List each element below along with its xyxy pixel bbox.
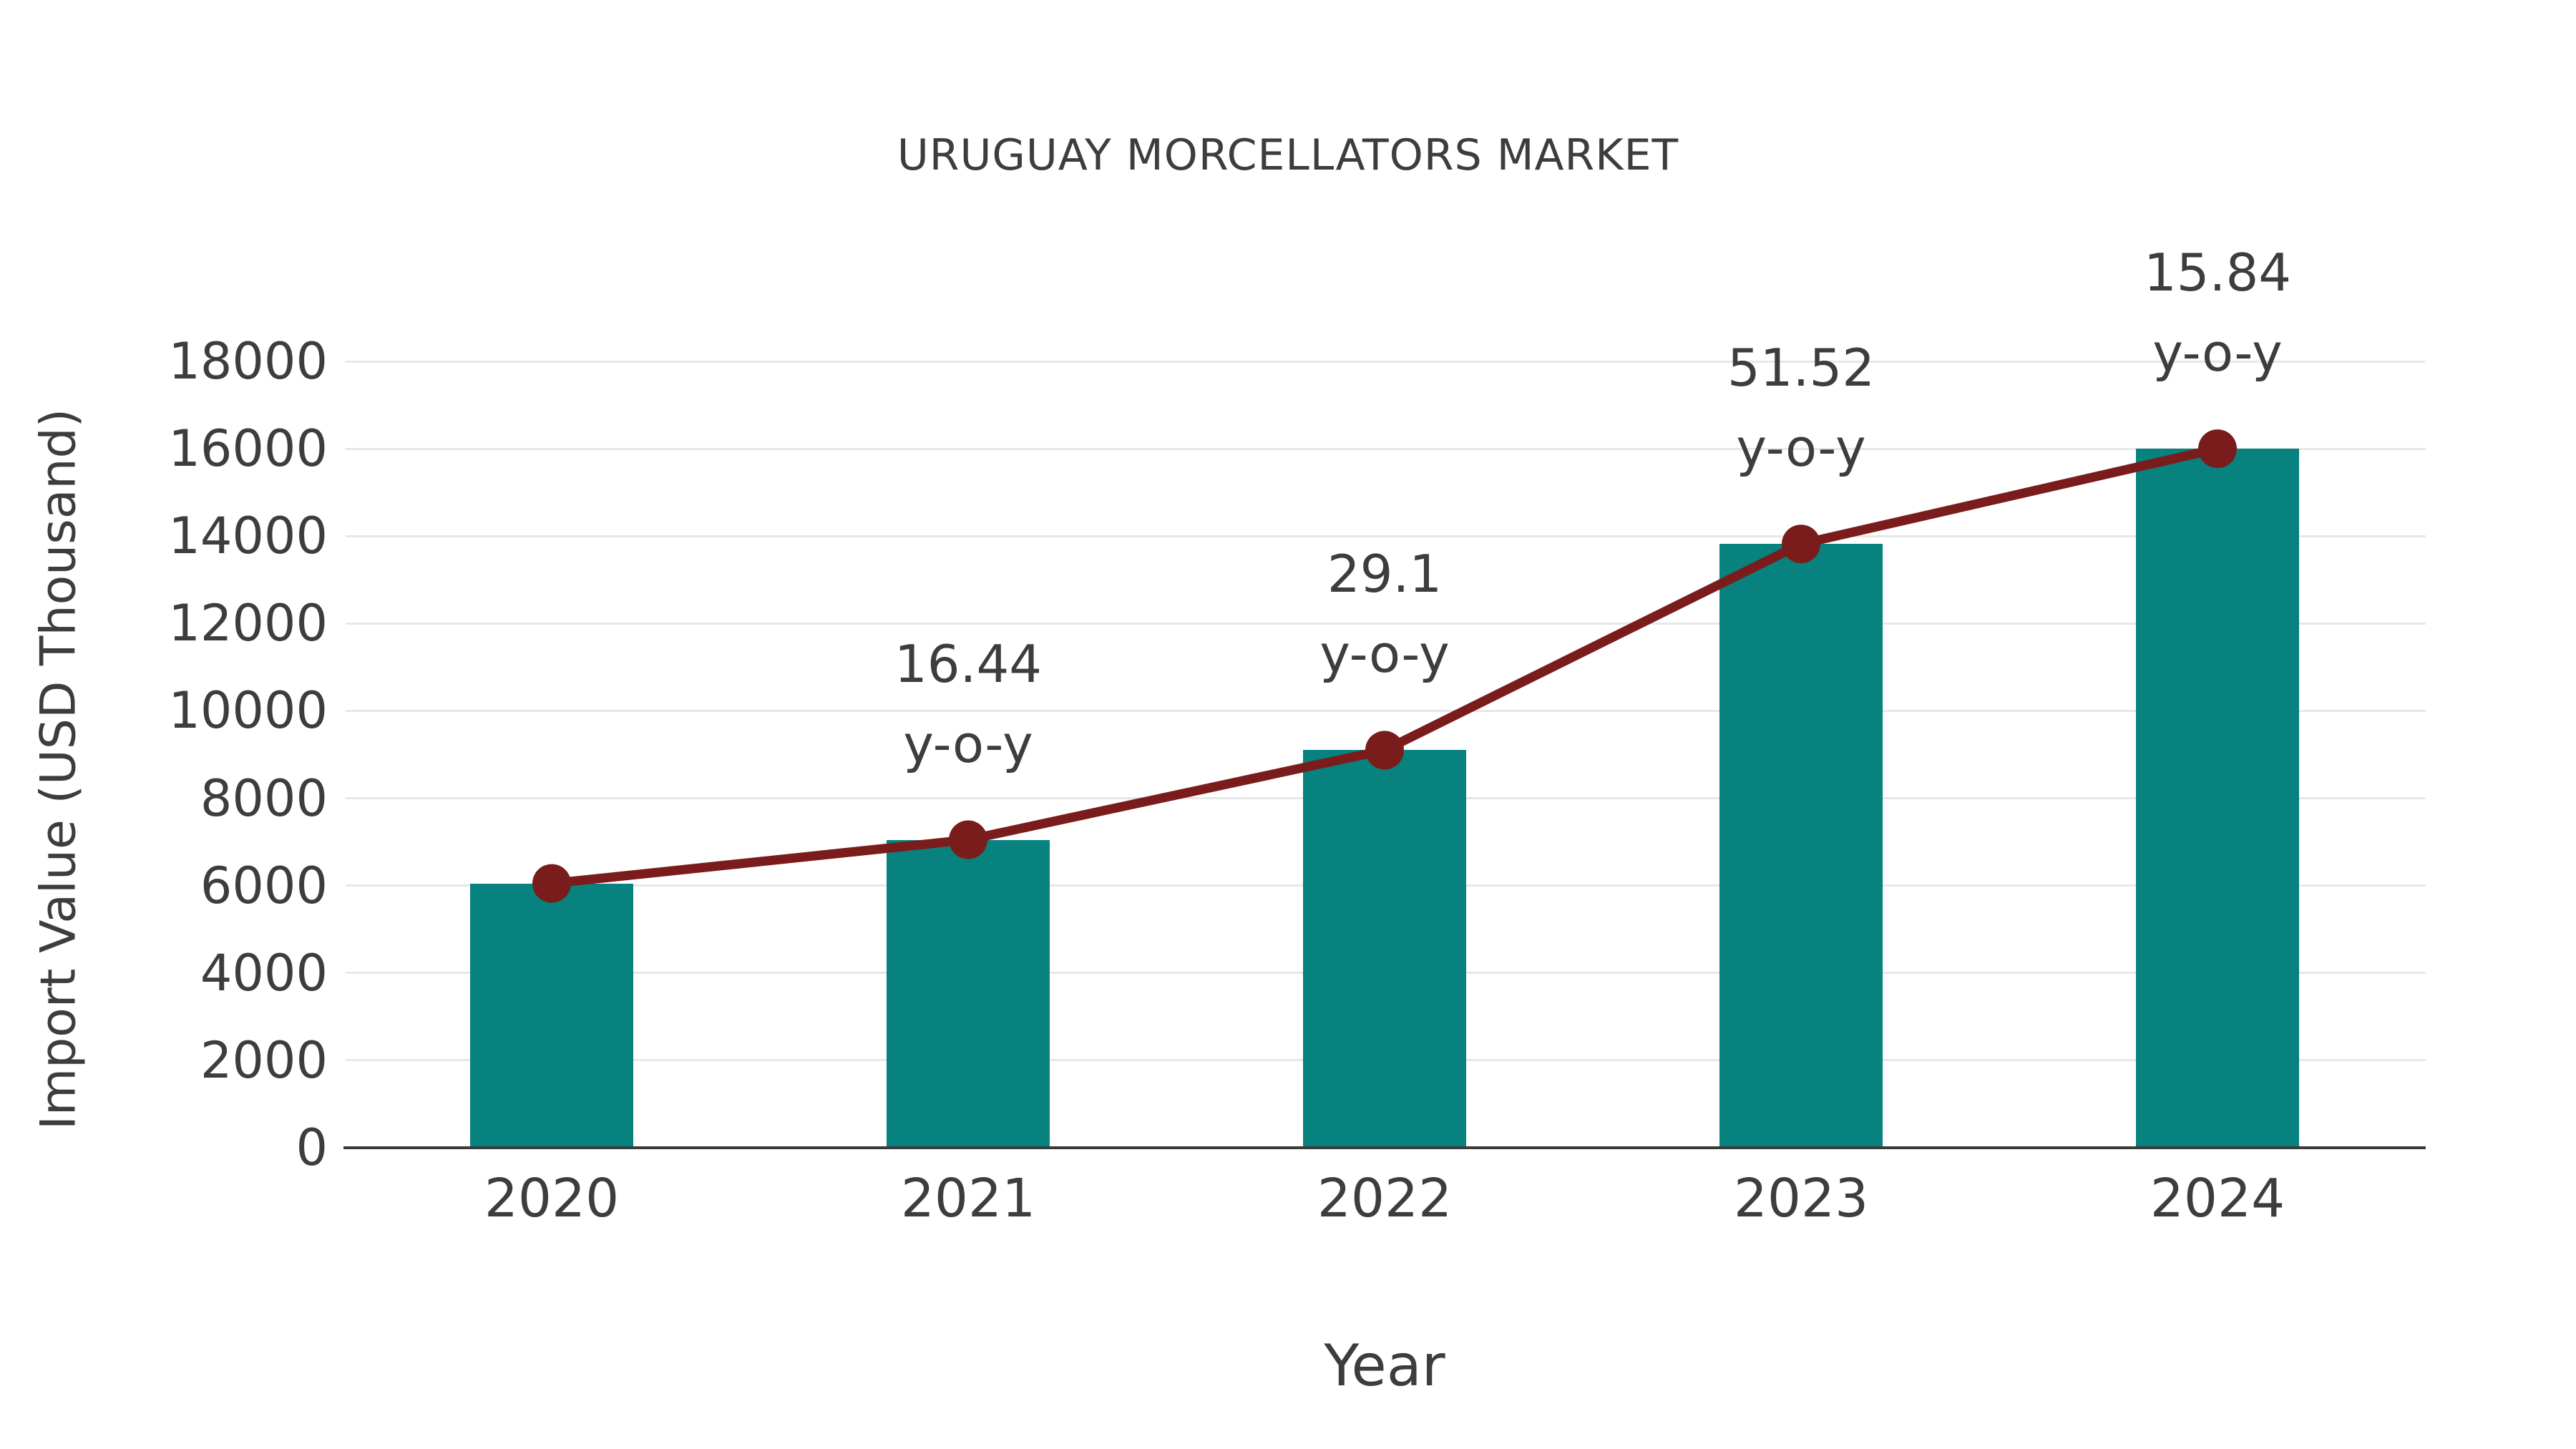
gridline-10000	[346, 709, 2426, 712]
annotation-2021: 16.44 y-o-y	[894, 624, 1042, 784]
y-tick-label-6000: 6000	[200, 856, 328, 915]
x-axis-line	[343, 1146, 2426, 1149]
bar-2020	[470, 883, 633, 1148]
annotation-value-2024: 15.84	[2143, 243, 2292, 303]
x-tick-label-2024: 2024	[2150, 1168, 2285, 1229]
annotation-value-2021: 16.44	[894, 633, 1043, 694]
x-tick-label-2021: 2021	[900, 1168, 1036, 1229]
x-axis-title: Year	[1324, 1332, 1445, 1399]
annotation-value-2023: 51.52	[1727, 338, 1875, 399]
annotation-2024: 15.84 y-o-y	[2144, 233, 2291, 393]
bar-2024	[2136, 449, 2299, 1148]
bar-2022	[1303, 750, 1466, 1148]
y-tick-label-0: 0	[296, 1118, 328, 1177]
bar-2023	[1719, 544, 1883, 1148]
annotation-suffix-2021: y-o-y	[903, 713, 1033, 774]
annotation-value-2022: 29.1	[1327, 544, 1443, 605]
chart-title: URUGUAY MORCELLATORS MARKET	[897, 130, 1679, 180]
annotation-2022: 29.1 y-o-y	[1319, 534, 1449, 694]
y-tick-label-4000: 4000	[200, 943, 328, 1002]
x-tick-label-2023: 2023	[1733, 1168, 1869, 1229]
y-tick-label-8000: 8000	[200, 769, 328, 828]
bar-2021	[887, 839, 1050, 1148]
annotation-suffix-2022: y-o-y	[1319, 624, 1450, 685]
gridline-18000	[346, 360, 2426, 363]
gridline-16000	[346, 447, 2426, 450]
y-tick-label-14000: 14000	[168, 507, 328, 566]
y-tick-label-12000: 12000	[168, 594, 328, 653]
annotation-suffix-2024: y-o-y	[2152, 323, 2283, 384]
y-tick-label-10000: 10000	[168, 681, 328, 741]
y-tick-label-18000: 18000	[168, 332, 328, 391]
x-tick-label-2020: 2020	[484, 1168, 620, 1229]
x-tick-label-2022: 2022	[1317, 1168, 1453, 1229]
annotation-suffix-2023: y-o-y	[1736, 418, 1866, 479]
y-tick-label-16000: 16000	[168, 419, 328, 479]
annotation-2023: 51.52 y-o-y	[1727, 328, 1875, 488]
y-tick-label-2000: 2000	[200, 1030, 328, 1090]
